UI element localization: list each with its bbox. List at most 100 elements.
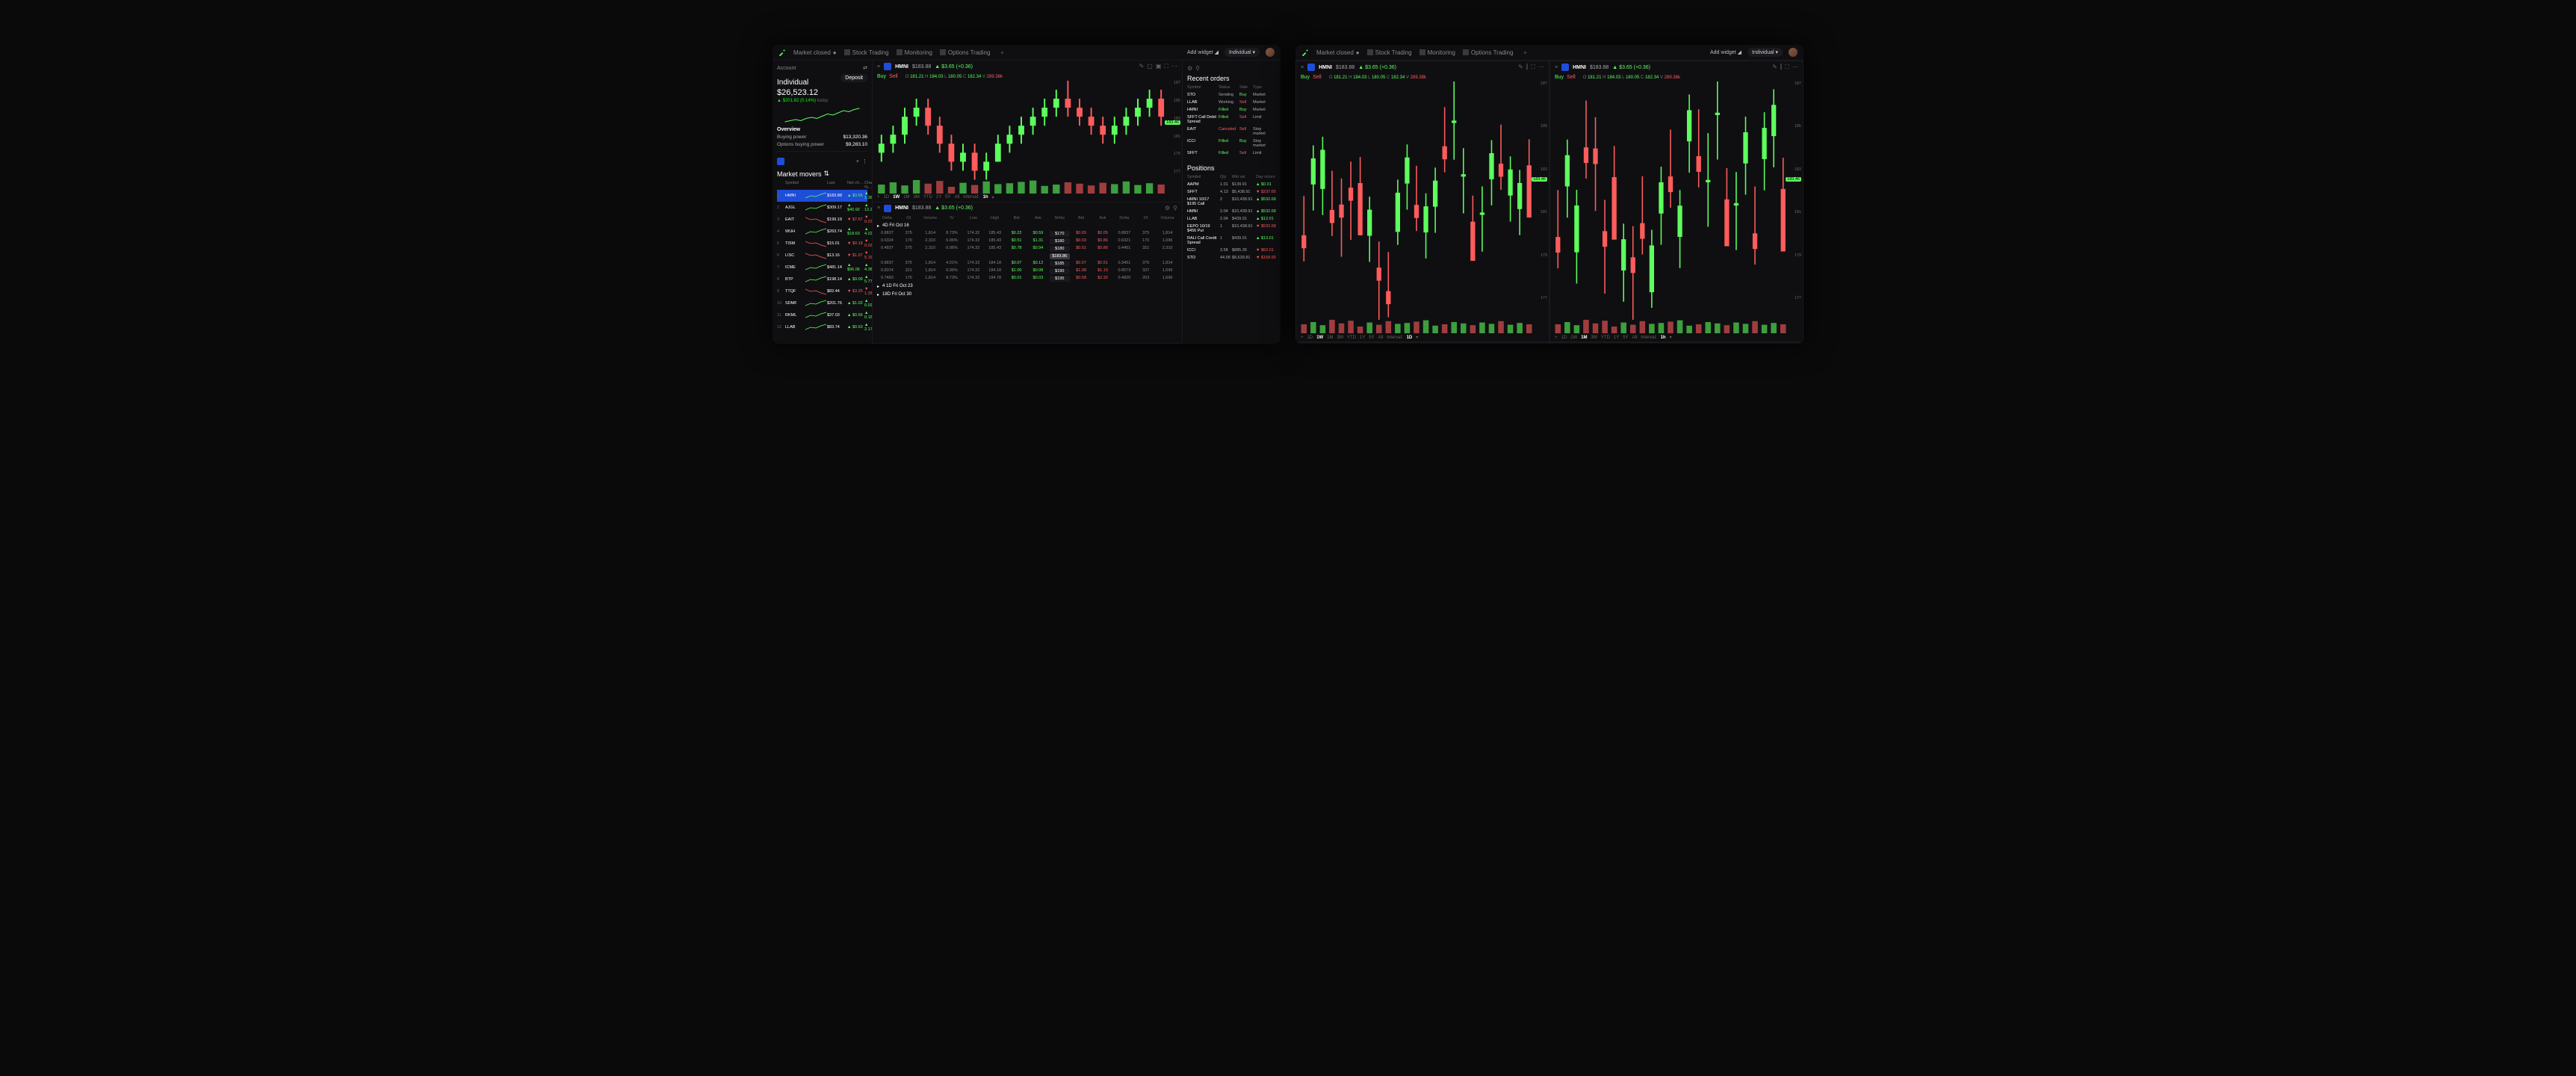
position-row[interactable]: AAPM1.01$139.91 ▲ $0.01 (1187, 181, 1276, 188)
expiry-date-row[interactable]: ▸4 1D Fri Oct 23 (873, 282, 1182, 291)
fullscreen-icon[interactable]: ⛶ (1785, 64, 1789, 71)
mover-row[interactable]: 6LISC $13.16▼ $1.07▼ 5.16% (777, 250, 867, 262)
add-tab-button[interactable]: + (1520, 48, 1529, 57)
order-row[interactable]: STOSending BuyMarket (1187, 91, 1276, 99)
mover-row[interactable]: 11RKML $37.03▲ $0.56▲ 0.15% (777, 309, 867, 321)
timeframe-1D[interactable]: 1D (1561, 336, 1567, 340)
timeframe-1M[interactable]: 1M (1581, 336, 1587, 340)
avatar[interactable] (1789, 48, 1798, 57)
timeframe-5Y[interactable]: 5Y (1623, 336, 1628, 340)
avatar[interactable] (1266, 48, 1275, 57)
search-icon[interactable]: ⚲ (1173, 205, 1177, 211)
position-row[interactable]: SFFT4.13$5,438.91 ▼ $237.65 (1187, 188, 1276, 196)
add-widget-button[interactable]: Add widget ◢ (1187, 49, 1219, 55)
order-row[interactable]: HMNIFilled BuyMarket (1187, 106, 1276, 114)
option-row[interactable]: 0.88373751,8148.73%174.32185.43 $0.22$0.… (873, 230, 1182, 238)
timeframe-1W[interactable]: 1W (893, 195, 900, 200)
timeframe-1M[interactable]: 1M (1327, 336, 1333, 340)
fullscreen-icon[interactable]: ⛶ (1531, 64, 1535, 71)
tab-options-trading[interactable]: Options Trading (1463, 49, 1513, 56)
timeframe-1Y[interactable]: 1Y (936, 195, 941, 200)
layout-icon[interactable]: ▢ (1147, 63, 1153, 70)
option-row[interactable]: 0.63241702,3106.06%174.32185.43 $0.51$1.… (873, 238, 1182, 245)
timeframe-1W[interactable]: 1W (1570, 336, 1577, 340)
mover-row[interactable]: 5TISM $15.01▼ $0.18▼ 0.03% (777, 238, 867, 250)
mover-row[interactable]: 10SDMF $201.76▲ $1.02▲ 0.02% (777, 297, 867, 309)
mover-row[interactable]: 4WUH $263.74▲ $18.63▲ 4.22% (777, 226, 867, 238)
position-row[interactable]: ICCI3.58$885.35 ▼ $62.01 (1187, 247, 1276, 254)
timeframe-1W[interactable]: 1W (1316, 336, 1323, 340)
timeframe-All[interactable]: All (955, 195, 960, 200)
sell-button[interactable]: Sell (889, 74, 898, 79)
position-row[interactable]: STO44.58$8,639.81 ▼ $158.65 (1187, 254, 1276, 262)
timeframe-All[interactable]: All (1378, 336, 1384, 340)
candlestick-chart[interactable] (876, 81, 1167, 180)
edit-icon[interactable]: ✎ (1772, 64, 1777, 71)
add-widget-button[interactable]: Add widget ◢ (1710, 49, 1741, 55)
timeframe-1Y[interactable]: 1Y (1360, 336, 1365, 340)
add-tab-button[interactable]: + (997, 48, 1006, 57)
cursor-icon[interactable]: + (1555, 336, 1558, 340)
account-selector[interactable]: Individual ▾ (1224, 48, 1260, 57)
chart-menu-icon[interactable]: ≡ (877, 205, 880, 211)
mover-row[interactable]: 3EAIT $199.19▼ $7.67▼ 0.23% (777, 214, 867, 226)
settings-icon[interactable]: ⚙ (1165, 205, 1170, 211)
position-row[interactable]: HMNI 10/17 $195 Call2$10,438.91 ▲ $532.6… (1187, 196, 1276, 208)
tab-monitoring[interactable]: Monitoring (897, 49, 932, 56)
cursor-icon[interactable]: + (1301, 336, 1304, 340)
position-row[interactable]: HMNI2.04$10,438.91 ▲ $532.68 (1187, 208, 1276, 215)
option-row[interactable]: 0.88373751,8144.31%174.32184.18 $0.07$0.… (873, 260, 1182, 268)
timeframe-1D[interactable]: 1D (884, 195, 890, 200)
option-row[interactable]: 0.83743211,8146.06%174.32184.18 $1.00$0.… (873, 268, 1182, 275)
tab-stock-trading[interactable]: Stock Trading (844, 49, 889, 56)
mover-row[interactable]: 9TTQF $82.44▼ $3.25▼ 1.28% (777, 285, 867, 297)
timeframe-3M[interactable]: 3M (1337, 336, 1343, 340)
mover-row[interactable]: 8BTP $198.14▲ $9.09▲ 5.77% (777, 273, 867, 285)
timeframe-3M[interactable]: 3M (914, 195, 920, 200)
more-icon[interactable]: ⋯ (1792, 64, 1798, 71)
buy-button[interactable]: Buy (1301, 75, 1310, 80)
tab-options-trading[interactable]: Options Trading (940, 49, 990, 56)
order-row[interactable]: SFFT Call Debit SpreadFilled SellLimit (1187, 114, 1276, 126)
candlestick-chart[interactable] (1553, 81, 1788, 320)
edit-icon[interactable]: ✎ (1518, 64, 1523, 71)
expand-icon[interactable]: ▣ (1156, 63, 1162, 70)
order-row[interactable]: SFFTFilled SellLimit (1187, 149, 1276, 157)
mover-row[interactable]: 7ICME $481.14▲ $96.06▲ 4.38% (777, 262, 867, 273)
chart-menu-icon[interactable]: ≡ (877, 64, 880, 69)
market-status[interactable]: Market closed ● (1316, 49, 1360, 56)
interval-value[interactable]: 1h (983, 195, 988, 200)
order-row[interactable]: LLABWorking SellMarket (1187, 99, 1276, 106)
timeframe-1Y[interactable]: 1Y (1614, 336, 1619, 340)
cursor-icon[interactable]: + (877, 195, 880, 200)
position-row[interactable]: LLAB2.04$439.91 ▲ $12.01 (1187, 215, 1276, 223)
sell-button[interactable]: Sell (1567, 75, 1576, 80)
search-icon[interactable]: ⚲ (1195, 65, 1200, 72)
add-to-list-icon[interactable]: + (856, 159, 859, 164)
sell-button[interactable]: Sell (1313, 75, 1322, 80)
timeframe-YTD[interactable]: YTD (1347, 336, 1356, 340)
fullscreen-icon[interactable]: ⛶ (1164, 63, 1168, 70)
account-settings-icon[interactable]: ⇄ (863, 65, 867, 71)
market-status[interactable]: Market closed ● (793, 49, 837, 56)
candlestick-chart[interactable] (1299, 81, 1534, 320)
timeframe-All[interactable]: All (1632, 336, 1638, 340)
chart-menu-icon[interactable]: ≡ (1555, 65, 1558, 70)
settings-icon[interactable]: ⚙ (1187, 65, 1192, 72)
order-row[interactable]: ICCIFilled BuyStop market (1187, 137, 1276, 149)
timeframe-1D[interactable]: 1D (1307, 336, 1313, 340)
option-row[interactable]: 0.48373752,3106.06%174.32185.43 $0.78$0.… (873, 245, 1182, 253)
mover-row[interactable]: 1HMNI $183.88▲ $3.65▲ 1.36% (777, 190, 867, 202)
mover-row[interactable]: 2AJGL $309.17▲ $40.92▲ 12.25% (777, 202, 867, 214)
mover-row[interactable]: 12LLAB $83.74▲ $0.63▲ 2.17% (777, 321, 867, 333)
option-row[interactable]: 0.74831701,8148.73%174.32184.78 $0.01$0.… (873, 275, 1182, 282)
timeframe-1M[interactable]: 1M (903, 195, 909, 200)
account-selector[interactable]: Individual ▾ (1747, 48, 1783, 57)
buy-button[interactable]: Buy (877, 74, 886, 79)
tab-stock-trading[interactable]: Stock Trading (1367, 49, 1412, 56)
timeframe-YTD[interactable]: YTD (923, 195, 932, 200)
list-menu-icon[interactable]: ⋮ (862, 158, 867, 164)
timeframe-YTD[interactable]: YTD (1601, 336, 1610, 340)
deposit-button[interactable]: Deposit (840, 74, 867, 82)
position-row[interactable]: EEPO 10/19 $456 Put1$10,438.91 ▼ $532.68 (1187, 223, 1276, 235)
